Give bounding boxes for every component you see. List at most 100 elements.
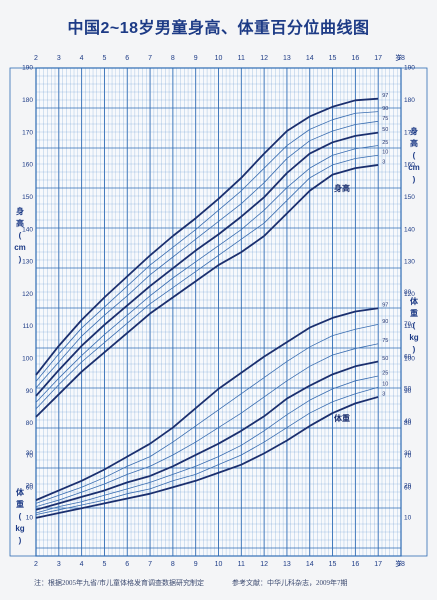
height-percentile-label: 50 bbox=[382, 127, 388, 133]
x-tick-label-top: 6 bbox=[125, 55, 129, 62]
weight-tick-label-right: 50 bbox=[404, 386, 412, 393]
height-tick-label-left: 130 bbox=[22, 259, 33, 266]
weight-tick-label-right: 20 bbox=[404, 482, 412, 489]
x-tick-label-top: 4 bbox=[80, 55, 84, 62]
x-tick-label-top: 13 bbox=[283, 55, 291, 62]
weight-percentile-label: 10 bbox=[382, 382, 388, 388]
height-tick-label-right: 80 bbox=[404, 420, 412, 427]
weight-curve-p25 bbox=[35, 375, 379, 514]
x-tick-label-bottom: 3 bbox=[57, 561, 61, 568]
height-curve-p3 bbox=[35, 164, 379, 418]
weight-curve-p97 bbox=[35, 307, 379, 501]
weight-tick-label-left: 20 bbox=[26, 482, 34, 489]
height-curve-p10 bbox=[35, 154, 379, 410]
height-tick-label-left: 90 bbox=[26, 388, 34, 395]
height-curve-p90 bbox=[35, 111, 379, 382]
footer-note: 注：根据2005年九省/市儿童体格发育调查数据研究制定 bbox=[34, 579, 204, 587]
x-tick-label-top: 14 bbox=[306, 55, 314, 62]
weight-axis-label-left: kg bbox=[15, 524, 24, 533]
weight-percentile-label: 3 bbox=[382, 391, 385, 397]
height-percentile-label: 97 bbox=[382, 93, 388, 99]
height-tick-label-right: 120 bbox=[404, 291, 415, 298]
height-tick-label-left: 180 bbox=[22, 97, 33, 104]
x-tick-label-bottom: 16 bbox=[351, 561, 359, 568]
weight-curve-p3 bbox=[35, 396, 379, 519]
x-tick-label-bottom: 6 bbox=[125, 561, 129, 568]
weight-tick-label-right: 10 bbox=[404, 515, 412, 522]
right-axis-band bbox=[400, 67, 428, 557]
height-tick-label-left: 100 bbox=[22, 355, 33, 362]
height-axis-label-left: cm bbox=[14, 243, 26, 252]
footer-reference: 参考文献：中华儿科杂志，2009年7期 bbox=[232, 579, 348, 587]
weight-tick-label-left: 10 bbox=[26, 515, 34, 522]
x-tick-label-bottom: 14 bbox=[306, 561, 314, 568]
height-axis-label-right: 高 bbox=[410, 138, 418, 148]
height-tick-label-left: 60 bbox=[26, 485, 34, 492]
height-axis-label-left: 身 bbox=[16, 206, 24, 216]
height-tick-label-right: 180 bbox=[404, 97, 415, 104]
weight-tick-label-left: 30 bbox=[26, 450, 34, 457]
weight-tick-label-right: 70 bbox=[404, 321, 412, 328]
weight-axis-label-right: 重 bbox=[410, 308, 418, 318]
height-tick-label-left: 110 bbox=[23, 323, 34, 330]
height-percentile-label: 90 bbox=[382, 106, 388, 112]
weight-axis-label-right: ( bbox=[413, 321, 416, 330]
height-tick-label-right: 110 bbox=[404, 323, 415, 330]
x-tick-label-top: 15 bbox=[329, 55, 337, 62]
height-tick-label-right: 100 bbox=[404, 355, 415, 362]
weight-percentile-label: 25 bbox=[382, 370, 388, 376]
weight-percentile-label: 90 bbox=[382, 319, 388, 325]
x-tick-label-bottom: 13 bbox=[283, 561, 291, 568]
weight-percentile-label: 50 bbox=[382, 356, 388, 362]
weight-tick-label-right: 80 bbox=[404, 289, 412, 296]
weight-axis-label-right: ) bbox=[413, 345, 416, 354]
height-tick-label-left: 70 bbox=[26, 452, 34, 459]
height-axis-label-left: 高 bbox=[16, 218, 24, 228]
x-tick-label-bottom: 9 bbox=[194, 561, 198, 568]
x-tick-label-top: 9 bbox=[194, 55, 198, 62]
height-tick-label-left: 190 bbox=[22, 65, 33, 72]
height-axis-label-left: ( bbox=[19, 231, 22, 240]
weight-tick-label-right: 40 bbox=[404, 418, 412, 425]
x-unit-label-bottom: 岁 bbox=[395, 559, 402, 568]
height-curve-p25 bbox=[35, 145, 379, 403]
weight-axis-label-left: ) bbox=[19, 536, 22, 545]
height-tick-label-left: 160 bbox=[22, 162, 33, 169]
page-title: 中国2~18岁男童身高、体重百分位曲线图 bbox=[67, 20, 370, 37]
height-tick-label-right: 140 bbox=[404, 226, 415, 233]
x-tick-label-bottom: 12 bbox=[260, 561, 268, 568]
x-tick-label-bottom: 7 bbox=[148, 561, 152, 568]
x-tick-label-bottom: 17 bbox=[374, 561, 382, 568]
x-tick-label-bottom: 4 bbox=[80, 561, 84, 568]
height-percentile-label: 25 bbox=[382, 140, 388, 146]
height-percentile-label: 75 bbox=[382, 116, 388, 122]
x-tick-label-top: 2 bbox=[34, 55, 38, 62]
weight-percentile-label: 75 bbox=[382, 338, 388, 344]
x-tick-label-bottom: 11 bbox=[238, 561, 245, 568]
x-unit-label-top: 岁 bbox=[395, 53, 402, 62]
height-percentile-label: 10 bbox=[382, 150, 388, 156]
height-tick-label-right: 160 bbox=[404, 162, 415, 169]
height-axis-label-right: 身 bbox=[410, 126, 418, 136]
height-tick-label-left: 80 bbox=[26, 420, 34, 427]
height-axis-label-right: cm bbox=[408, 163, 420, 172]
x-tick-label-bottom: 8 bbox=[171, 561, 175, 568]
height-axis-label-left: ) bbox=[19, 255, 22, 264]
height-tick-label-right: 90 bbox=[404, 388, 412, 395]
height-tick-label-right: 190 bbox=[404, 65, 415, 72]
x-tick-label-bottom: 15 bbox=[329, 561, 337, 568]
weight-axis-label-right: 体 bbox=[410, 296, 419, 306]
height-curve-p75 bbox=[35, 120, 379, 389]
x-tick-label-top: 7 bbox=[148, 55, 152, 62]
weight-curve-p75 bbox=[35, 343, 379, 507]
weight-axis-label-left: 重 bbox=[16, 499, 24, 509]
height-axis-label-right: ( bbox=[413, 151, 416, 160]
weight-axis-label-left: ( bbox=[19, 512, 22, 521]
x-tick-label-top: 11 bbox=[238, 55, 245, 62]
height-tick-label-right: 130 bbox=[404, 259, 415, 266]
left-axis-band bbox=[9, 67, 37, 557]
height-tick-label-left: 140 bbox=[22, 226, 33, 233]
x-tick-label-bottom: 18 bbox=[397, 561, 405, 568]
weight-curve-p90 bbox=[35, 323, 379, 504]
